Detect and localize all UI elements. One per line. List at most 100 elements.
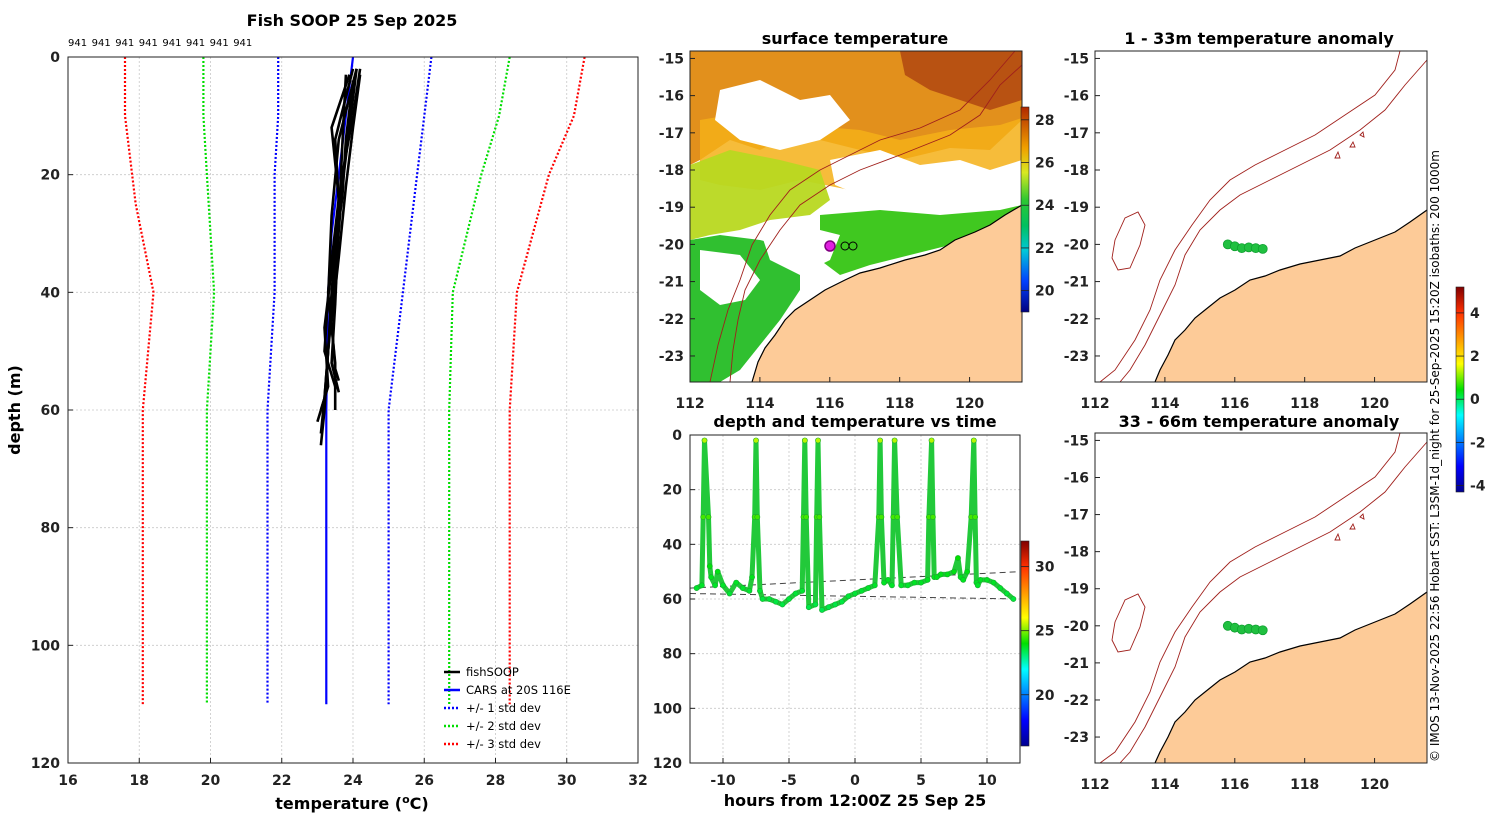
map-x-tick: 118 — [1290, 777, 1319, 793]
dt-point — [972, 514, 979, 520]
map-y-tick: -18 — [1064, 163, 1089, 179]
colorbar-tick-label: 20 — [1035, 284, 1055, 300]
dt-y-tick: 40 — [663, 537, 683, 553]
dt-y-tick: 80 — [663, 647, 683, 663]
profile-y-tick: 120 — [31, 756, 60, 772]
anom1-shoal-1 — [1334, 150, 1341, 159]
profile-y-tick: 100 — [31, 638, 60, 654]
station-label: 941 — [210, 38, 229, 49]
map-y-tick: -23 — [659, 349, 684, 365]
std-dev-3-lower-line — [123, 57, 155, 705]
dt-point — [891, 437, 898, 444]
map-x-tick: 116 — [1220, 396, 1249, 412]
colorbar-tick-label: 20 — [1035, 688, 1055, 704]
map-x-tick: 114 — [1150, 777, 1179, 793]
colorbar-tick-label: 0 — [1470, 392, 1480, 408]
dt-point — [885, 576, 891, 583]
depth-time-panel: depth and temperature vs time -10 -5 0 5 100… — [653, 412, 1055, 810]
std-dev-1-upper-line — [387, 57, 433, 705]
dt-point — [997, 585, 1004, 591]
dt-point — [924, 576, 931, 583]
sst-cloud-1 — [715, 80, 850, 150]
anom1-shoal-3 — [1359, 131, 1365, 138]
dt-x-tick: 5 — [916, 773, 926, 789]
dt-point — [928, 437, 935, 444]
profile-x-tick: 28 — [486, 773, 505, 789]
dt-point — [1010, 596, 1017, 602]
colorbar-tick-label: 25 — [1035, 624, 1054, 640]
dt-point — [805, 604, 812, 611]
sst-cloud-2 — [830, 150, 990, 210]
dt-point — [746, 587, 753, 594]
sst-vessel-position — [824, 240, 836, 252]
dt-point — [845, 593, 852, 600]
dt-point — [933, 574, 940, 581]
dt-point — [865, 585, 872, 591]
anomaly-map-1-title: 1 - 33m temperature anomaly — [1124, 29, 1394, 48]
colorbar-tick-label: 24 — [1035, 198, 1055, 214]
dt-point — [951, 568, 957, 575]
map-y-tick: -22 — [1064, 312, 1089, 328]
dt-y-tick: 120 — [653, 756, 682, 772]
sst-isobath-1000 — [709, 51, 1016, 382]
sst-colorbar-ticks: 20 22 24 26 28 — [1021, 113, 1055, 300]
profile-series — [123, 57, 586, 705]
anom1-track — [1222, 239, 1268, 254]
profile-title: Fish SOOP 25 Sep 2025 — [247, 11, 458, 30]
dt-point — [881, 579, 887, 586]
anom1-isobath-200 — [1119, 59, 1427, 382]
map-x-tick: 112 — [1080, 396, 1109, 412]
colorbar-tick-label: 2 — [1470, 349, 1480, 365]
anom1-island — [1111, 211, 1146, 271]
profile-x-tick: 32 — [628, 773, 647, 789]
profile-y-axis-label: depth (m) — [5, 365, 24, 455]
depth-time-title: depth and temperature vs time — [713, 412, 996, 431]
map-y-tick: -20 — [659, 237, 685, 253]
profile-y-tick: 0 — [50, 50, 60, 66]
xlabel-start: temperature ( — [275, 794, 402, 813]
dt-point — [799, 587, 806, 594]
map-y-tick: -22 — [659, 312, 684, 328]
map-y-tick: -15 — [1064, 433, 1089, 449]
dt-point — [819, 607, 825, 613]
anom1-isobath-1000 — [1099, 51, 1401, 382]
map-y-tick: -21 — [1064, 275, 1089, 291]
map-y-tick: -16 — [1064, 89, 1089, 105]
dt-y-tick: 100 — [653, 701, 682, 717]
dt-point — [974, 582, 981, 589]
dt-point — [779, 601, 786, 608]
dt-point — [984, 576, 990, 583]
dt-x-tick: -10 — [710, 773, 736, 789]
dt-point — [1003, 590, 1010, 597]
anomaly-colorbar — [1455, 286, 1465, 493]
dt-point — [894, 514, 901, 520]
sst-map-panel: surface temperature 112 114 116 118 120 -15 -1… — [659, 29, 1055, 412]
dt-point — [712, 582, 718, 589]
dt-point — [990, 579, 997, 586]
dt-point — [852, 590, 858, 597]
legend-label-2: +/- 1 std dev — [466, 701, 541, 715]
anom2-shoal-1 — [1334, 532, 1341, 541]
std-dev-3-upper-line — [508, 57, 586, 705]
anomaly-map-2-title: 33 - 66m temperature anomaly — [1119, 412, 1400, 431]
map-y-tick: -21 — [659, 275, 684, 291]
anom2-land — [1155, 592, 1427, 763]
profile-x-tick: 24 — [343, 773, 363, 789]
dt-y-tick: 0 — [672, 428, 682, 444]
profile-legend: fishSOOP CARS at 20S 116E +/- 1 std dev +/-… — [444, 665, 571, 751]
map-x-tick: 116 — [815, 396, 844, 412]
map-y-tick: -15 — [1064, 51, 1089, 67]
anom2-track — [1222, 620, 1268, 636]
profile-y-tick: 20 — [41, 168, 61, 184]
dt-point — [726, 590, 733, 597]
map-x-tick: 120 — [1360, 396, 1389, 412]
dt-point — [749, 574, 755, 581]
anom2-coastline — [1154, 591, 1427, 763]
anomaly-map-2-ticks: 112 114 116 118 120 -15 -16 -17 -18 -19 -20 -21 -22 -… — [1064, 433, 1390, 793]
anom2-shoal-3 — [1359, 513, 1365, 520]
profile-x-tick: 22 — [272, 773, 291, 789]
dt-point — [714, 568, 721, 575]
map-y-tick: -17 — [1064, 126, 1089, 142]
map-y-tick: -23 — [1064, 730, 1089, 746]
